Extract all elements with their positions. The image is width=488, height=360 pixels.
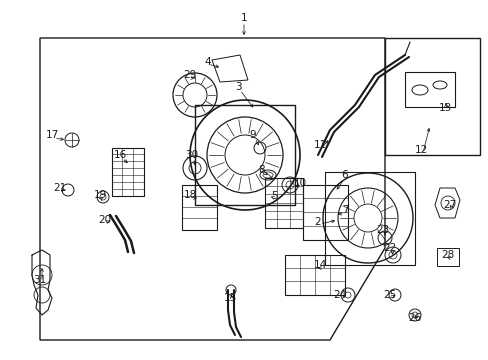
Text: 9: 9 (249, 130, 256, 140)
Text: 1: 1 (240, 13, 247, 23)
Text: 6: 6 (341, 170, 347, 180)
Text: 26: 26 (407, 313, 421, 323)
Text: 25: 25 (383, 290, 396, 300)
Text: 4: 4 (204, 57, 211, 67)
Text: 21: 21 (53, 183, 66, 193)
Text: 19: 19 (93, 190, 106, 200)
Bar (112, 148, 143, 196)
Text: 18: 18 (183, 190, 196, 200)
Text: 24: 24 (333, 290, 346, 300)
Text: 23: 23 (376, 225, 389, 235)
Text: 16: 16 (113, 150, 126, 160)
Text: 20: 20 (98, 215, 111, 225)
Text: 10: 10 (293, 178, 306, 188)
Text: 22: 22 (383, 243, 396, 253)
Text: 7: 7 (341, 205, 347, 215)
Text: 28: 28 (441, 250, 454, 260)
Text: 8: 8 (258, 165, 265, 175)
Text: 29: 29 (183, 70, 196, 80)
Text: 11: 11 (313, 140, 326, 150)
Bar (303, 185, 347, 240)
Text: 15: 15 (223, 293, 236, 303)
Text: 13: 13 (437, 103, 451, 113)
Text: 5: 5 (271, 191, 278, 201)
Text: 3: 3 (234, 82, 241, 92)
Bar (264, 178, 303, 228)
Text: 27: 27 (443, 200, 456, 210)
Text: 14: 14 (313, 260, 326, 270)
Text: 31: 31 (33, 275, 46, 285)
Bar (285, 255, 345, 295)
Bar (404, 72, 454, 107)
Bar (436, 248, 458, 266)
Bar (182, 185, 217, 230)
Text: 30: 30 (185, 150, 198, 160)
Text: 17: 17 (45, 130, 59, 140)
Text: 2: 2 (314, 217, 321, 227)
Text: 12: 12 (413, 145, 427, 155)
